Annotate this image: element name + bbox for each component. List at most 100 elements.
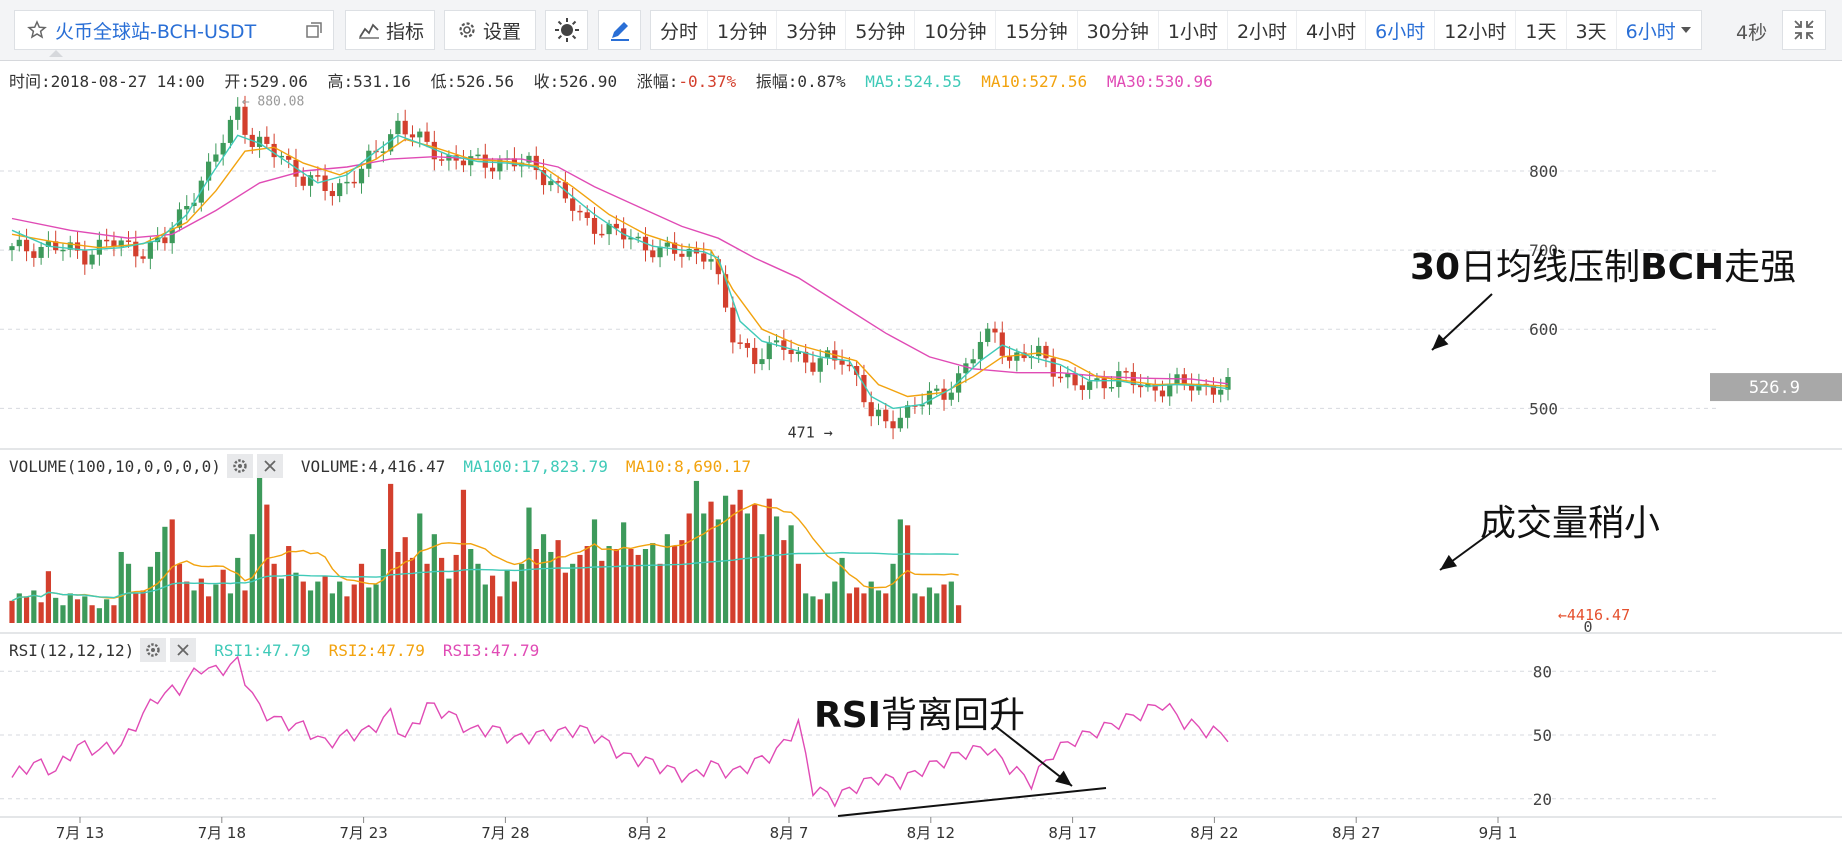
interval-tab[interactable]: 分时 (651, 11, 709, 49)
candle-body (1094, 378, 1100, 382)
interval-tab[interactable]: 5分钟 (846, 11, 916, 49)
candle-body (759, 359, 765, 365)
price-tick-label: 700 (1529, 241, 1558, 260)
interval-tab[interactable]: 1分钟 (708, 11, 778, 49)
volume-bar (169, 519, 175, 623)
interval-tab[interactable]: 1天 (1516, 11, 1567, 49)
volume-bar (205, 596, 212, 623)
candle-body (1072, 373, 1078, 386)
candle-body (963, 363, 969, 374)
volume-bar (868, 581, 874, 623)
volume-bar (60, 605, 66, 623)
candle-body (1057, 376, 1064, 379)
candle-body (1152, 383, 1158, 391)
volume-bar (693, 480, 700, 623)
volume-bar (453, 554, 459, 623)
volume-bar (388, 483, 394, 623)
draw-tool-button[interactable] (598, 10, 641, 50)
volume-bar (905, 525, 911, 623)
volume-bar (431, 534, 437, 623)
volume-settings-button[interactable] (226, 454, 253, 478)
candle-body (176, 209, 183, 228)
volume-bar (803, 593, 809, 623)
interval-tab[interactable]: 15分钟 (996, 11, 1078, 49)
candle-body (1036, 345, 1042, 357)
volume-bar (329, 593, 335, 623)
rsi-settings-button[interactable] (140, 638, 167, 662)
theme-toggle[interactable] (545, 10, 588, 50)
interval-select[interactable]: 6小时 (1617, 11, 1701, 49)
x-tick-label: 9月 1 (1479, 824, 1518, 842)
info-open: 开:529.06 (224, 72, 308, 91)
volume-bar (577, 554, 583, 623)
fullscreen-button[interactable] (1782, 10, 1826, 50)
volume-bar (839, 557, 845, 623)
candle-body (701, 253, 707, 262)
price-tick-label: 500 (1529, 399, 1558, 418)
candle-body (875, 409, 882, 417)
volume-bar (511, 581, 518, 623)
candle-body (169, 227, 175, 244)
candle-body (23, 239, 30, 252)
rsi2-value: RSI2:47.79 (328, 640, 425, 660)
volume-bar (489, 575, 496, 623)
volume-bar (672, 546, 678, 623)
indicators-button[interactable]: 指标 (345, 10, 435, 50)
volume-ma10-line (11, 502, 959, 602)
candle-body (999, 332, 1005, 356)
star-icon[interactable] (27, 20, 47, 40)
candle-body (570, 198, 576, 211)
candle-body (424, 131, 430, 142)
candle-body (322, 175, 328, 191)
volume-bar (53, 597, 59, 623)
candle-body (650, 250, 656, 258)
volume-bar (766, 498, 772, 623)
volume-bar (926, 587, 933, 623)
volume-bar (271, 563, 277, 623)
refresh-interval[interactable]: 4秒 (1736, 22, 1768, 44)
volume-bar (235, 557, 241, 623)
candle-body (854, 366, 860, 375)
volume-bar (781, 540, 787, 623)
volume-bar (9, 600, 15, 623)
volume-bar (730, 504, 736, 623)
info-close: 收:526.90 (533, 72, 618, 91)
rsi-title: RSI(12,12,12) (9, 640, 135, 660)
candle-body (708, 259, 714, 262)
interval-tab[interactable]: 30分钟 (1078, 11, 1159, 49)
candle-body (926, 390, 933, 405)
volume-bar (948, 581, 954, 623)
candle-body (606, 223, 612, 235)
symbol-selector[interactable]: 火币全球站-BCH-USDT (14, 10, 334, 57)
interval-tab[interactable]: 3天 (1567, 11, 1617, 49)
info-time: 时间:2018-08-27 14:00 (9, 72, 205, 91)
volume-bar (722, 495, 729, 623)
candle-body (1079, 385, 1085, 390)
interval-tab[interactable]: 1小时 (1159, 11, 1228, 49)
rsi-close-button[interactable] (170, 638, 197, 662)
interval-tab[interactable]: 2小时 (1228, 11, 1298, 49)
interval-tab[interactable]: 6小时 (1366, 11, 1436, 49)
volume-bar (810, 596, 816, 623)
volume-bar (715, 519, 721, 623)
settings-button[interactable]: 设置 (444, 10, 536, 50)
volume-bar (402, 537, 408, 623)
volume-bar (147, 566, 153, 623)
candle-body (329, 190, 335, 197)
volume-close-button[interactable] (256, 454, 283, 478)
interval-tab[interactable]: 4小时 (1297, 11, 1367, 49)
toolbar: 火币全球站-BCH-USDT 指标 设置 分时 1分钟 3分钟 5分钟 10分钟 15分钟… (0, 0, 1842, 61)
annot-ma30-text: 日均线压制 (1460, 247, 1641, 288)
interval-tab[interactable]: 12小时 (1435, 11, 1517, 49)
annotation-arrow-ma30-head (1432, 333, 1449, 350)
new-window-icon[interactable] (305, 21, 323, 39)
info-change-value: -0.37% (678, 72, 737, 91)
low-price-marker: 471 → (788, 423, 833, 441)
volume-value: VOLUME:4,416.47 (300, 456, 446, 476)
interval-tab[interactable]: 10分钟 (915, 11, 997, 49)
volume-bar (635, 554, 641, 623)
candle-body (104, 239, 110, 242)
volume-bar (460, 489, 467, 623)
interval-tab[interactable]: 3分钟 (777, 11, 847, 49)
